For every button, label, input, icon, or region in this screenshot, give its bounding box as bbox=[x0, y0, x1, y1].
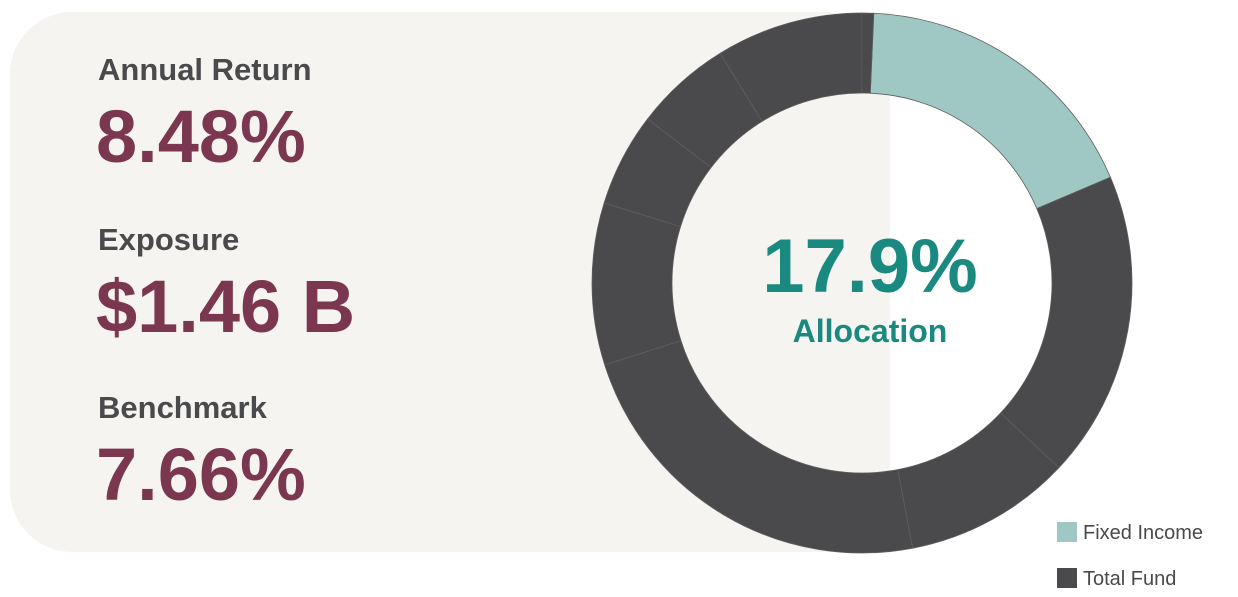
donut-chart bbox=[591, 12, 1133, 554]
legend: Fixed Income Total Fund bbox=[1057, 522, 1203, 590]
center-label: Allocation bbox=[793, 313, 948, 349]
center-value: 17.9% bbox=[762, 224, 978, 309]
legend-label: Fixed Income bbox=[1083, 522, 1203, 544]
stat-value: 7.66% bbox=[96, 433, 306, 516]
donut-slice bbox=[869, 12, 1111, 210]
stat-label: Annual Return bbox=[98, 52, 312, 87]
donut-slice bbox=[861, 12, 875, 94]
donut-slice bbox=[591, 202, 682, 366]
donut-slice bbox=[999, 176, 1133, 469]
legend-swatch bbox=[1057, 522, 1077, 542]
stat-value: 8.48% bbox=[96, 95, 306, 178]
legend-swatch bbox=[1057, 568, 1077, 588]
stat-label: Exposure bbox=[98, 222, 239, 257]
legend-label: Total Fund bbox=[1083, 568, 1176, 590]
stat-value: $1.46 B bbox=[96, 265, 355, 348]
stat-label: Benchmark bbox=[98, 390, 268, 425]
